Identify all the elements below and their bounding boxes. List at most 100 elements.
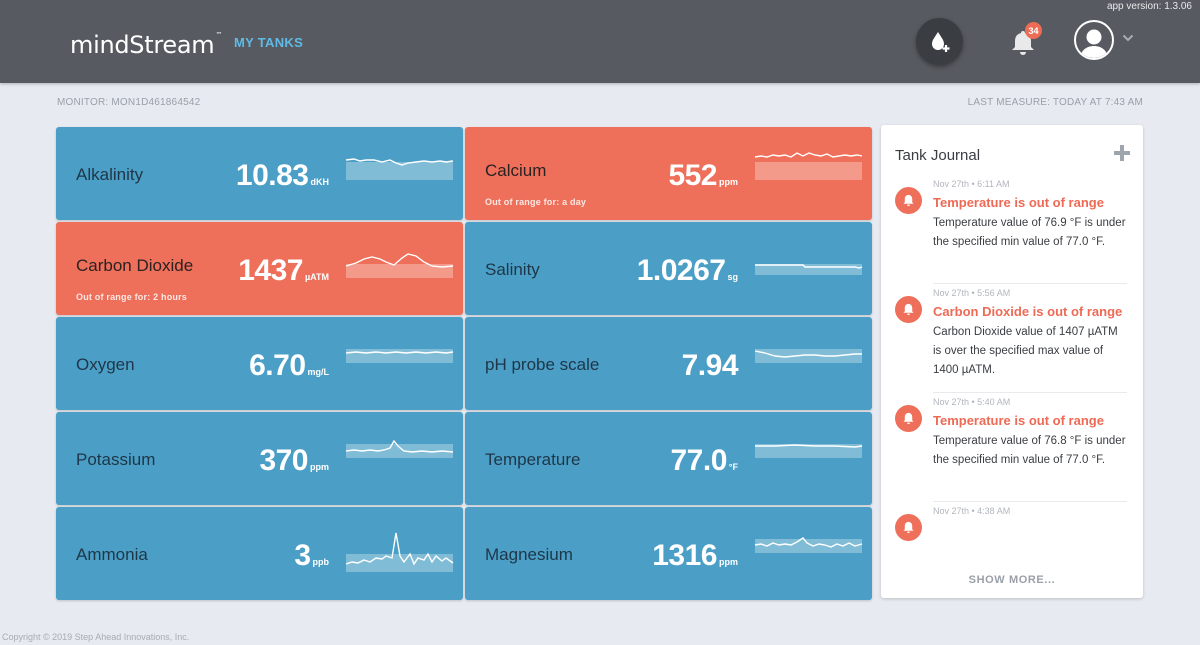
value-unit: ppm — [719, 177, 738, 187]
sparkline-trace — [345, 439, 454, 453]
tile-label: Temperature — [485, 450, 581, 469]
value-number: 7.94 — [681, 349, 739, 382]
value-unit: dKH — [310, 177, 330, 187]
plus-icon[interactable] — [1113, 144, 1131, 162]
sparkline-trace — [754, 152, 863, 158]
sparkline-trace — [345, 158, 454, 166]
value-number: 370 — [259, 444, 308, 477]
sparkline-chart — [754, 349, 862, 363]
sparkline-chart — [754, 152, 863, 180]
tile-ammonia[interactable]: Ammonia 3 ppb — [56, 507, 463, 600]
tile-label: Ammonia — [76, 545, 148, 564]
sparkline-chart — [345, 349, 454, 363]
alarm-bell-icon — [895, 187, 922, 214]
alarm-bell-icon — [895, 514, 922, 541]
entry-title[interactable]: Temperature is out of range — [933, 413, 1104, 428]
nav-my-tanks[interactable]: MY TANKS — [234, 35, 304, 50]
entry-title[interactable]: Carbon Dioxide is out of range — [933, 304, 1123, 319]
last-measure: LAST MEASURE: TODAY AT 7:43 AM — [967, 97, 1143, 108]
tile-label: Alkalinity — [76, 165, 144, 184]
sparkline-chart — [755, 264, 863, 275]
tile-salinity[interactable]: Salinity 1.0267 sg — [465, 222, 872, 315]
value-unit: ppm — [310, 462, 329, 472]
tile-value: 1437 µATM — [238, 254, 329, 288]
value-unit: µATM — [304, 272, 329, 282]
tile-value: 6.70 mg/L — [249, 349, 329, 383]
tile-label: Salinity — [485, 260, 540, 279]
value-number: 6.70 — [249, 349, 306, 382]
tile-potassium[interactable]: Potassium 370 ppm — [56, 412, 463, 505]
tile-oxygen[interactable]: Oxygen 6.70 mg/L — [56, 317, 463, 410]
chevron-down-icon[interactable] — [1122, 33, 1134, 43]
value-unit: ppm — [719, 557, 738, 567]
alarm-bell-icon — [895, 405, 922, 432]
out-of-range-note: Out of range for: 2 hours — [76, 292, 188, 302]
tile-value: 77.0 °F — [671, 444, 739, 478]
tile-label: Oxygen — [76, 355, 135, 374]
tile-magnesium[interactable]: Magnesium 1316 ppm — [465, 507, 872, 600]
sparkline-chart — [345, 158, 454, 180]
tile-label: Potassium — [76, 450, 156, 469]
show-more-button[interactable]: SHOW MORE... — [968, 574, 1056, 586]
value-unit: ppb — [312, 557, 330, 567]
sparkline-trace — [754, 350, 862, 358]
sparkline-chart — [755, 444, 863, 458]
sparkline-chart — [345, 253, 454, 278]
entry-date: Nov 27th • 6:11 AM — [933, 179, 1010, 189]
target-range-band — [755, 264, 862, 275]
value-number: 1316 — [652, 539, 717, 572]
value-number: 3 — [294, 539, 311, 572]
target-range-band — [346, 162, 453, 180]
sparkline-chart — [754, 537, 863, 553]
tile-value: 10.83 dKH — [236, 159, 329, 193]
sparkline-trace — [755, 444, 863, 448]
value-unit: mg/L — [307, 367, 330, 377]
value-unit: °F — [728, 462, 738, 472]
target-range-band — [346, 264, 453, 278]
tile-alkalinity[interactable]: Alkalinity 10.83 dKH — [56, 127, 463, 220]
tile-ph-probe-scale[interactable]: pH probe scale 7.94 — [465, 317, 872, 410]
user-avatar-icon[interactable] — [1074, 20, 1114, 60]
entry-divider — [933, 501, 1127, 502]
top-bar: app version: 1.3.06 mindStream™ MY TANKS… — [0, 0, 1200, 83]
target-range-band — [755, 349, 862, 363]
tile-value: 1316 ppm — [652, 539, 738, 573]
target-range-band — [755, 162, 862, 180]
entry-body: Carbon Dioxide value of 1407 µATM is ove… — [933, 326, 1118, 376]
target-range-band — [346, 554, 453, 572]
logo[interactable]: mindStream™ — [68, 20, 222, 60]
out-of-range-note: Out of range for: a day — [485, 197, 587, 207]
notification-count-badge: 34 — [1025, 22, 1042, 39]
entry-date: Nov 27th • 5:56 AM — [933, 288, 1011, 298]
tile-temperature[interactable]: Temperature 77.0 °F — [465, 412, 872, 505]
tile-calcium[interactable]: Calcium Out of range for: a day 552 ppm — [465, 127, 872, 220]
journal-entry[interactable]: Nov 27th • 6:11 AM Temperature is out of … — [881, 175, 1143, 275]
sparkline-trace — [345, 532, 454, 566]
entry-body: Temperature value of 76.8 °F is under th… — [933, 435, 1126, 466]
journal-entry[interactable]: Nov 27th • 5:40 AM Temperature is out of … — [881, 393, 1143, 493]
tank-journal: Tank Journal Nov 27th • 6:11 AM Temperatu… — [881, 125, 1143, 598]
tile-label: pH probe scale — [485, 355, 600, 374]
value-unit: sg — [727, 272, 738, 282]
sparkline-trace — [345, 351, 454, 354]
value-number: 1437 — [238, 254, 303, 287]
tile-carbon-dioxide[interactable]: Carbon Dioxide Out of range for: 2 hours 1… — [56, 222, 463, 315]
tile-value: 1.0267 sg — [637, 254, 738, 288]
app-version: app version: 1.3.06 — [1106, 1, 1192, 12]
sparkline-trace — [345, 253, 454, 268]
value-number: 10.83 — [235, 159, 309, 192]
entry-title[interactable]: Temperature is out of range — [933, 195, 1104, 210]
add-water-button[interactable] — [916, 18, 963, 65]
tile-label: Magnesium — [485, 545, 573, 564]
target-range-band — [755, 539, 862, 553]
journal-entry[interactable]: Nov 27th • 4:38 AM — [881, 502, 1143, 542]
entry-date: Nov 27th • 5:40 AM — [933, 397, 1011, 407]
entry-date: Nov 27th • 4:38 AM — [933, 506, 1011, 516]
avatar-silhouette-icon — [1080, 29, 1108, 58]
tile-label: Calcium — [485, 161, 547, 180]
tile-value: 3 ppb — [294, 539, 329, 573]
tile-value: 370 ppm — [259, 444, 329, 478]
sparkline-chart — [345, 439, 454, 458]
target-range-band — [346, 349, 453, 363]
journal-entry[interactable]: Nov 27th • 5:56 AM Carbon Dioxide is out … — [881, 284, 1143, 384]
